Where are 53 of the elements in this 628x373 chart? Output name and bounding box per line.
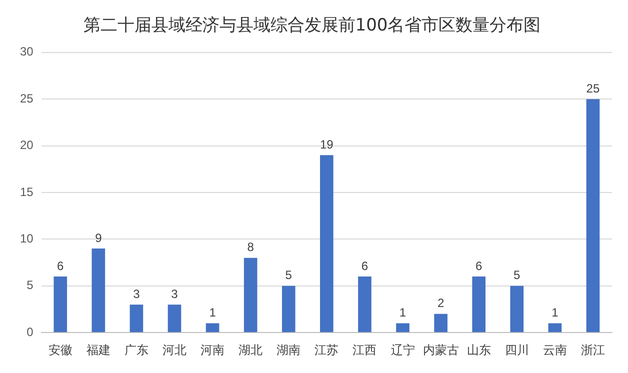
data-label: 6 bbox=[361, 258, 368, 273]
bar bbox=[168, 304, 182, 332]
bar bbox=[586, 99, 600, 332]
bar bbox=[54, 276, 68, 332]
data-label: 25 bbox=[586, 81, 600, 96]
data-label: 1 bbox=[209, 306, 216, 320]
data-label: 1 bbox=[552, 306, 559, 320]
x-tick-label: 福建 bbox=[86, 342, 110, 357]
data-label: 3 bbox=[171, 286, 178, 301]
y-tick-label: 20 bbox=[20, 138, 34, 152]
data-label: 9 bbox=[95, 230, 102, 245]
bar bbox=[396, 323, 410, 332]
x-tick-label: 辽宁 bbox=[390, 342, 415, 357]
data-label: 5 bbox=[514, 268, 521, 282]
x-tick-label: 广东 bbox=[124, 342, 148, 357]
x-tick-label: 浙江 bbox=[580, 342, 605, 357]
data-label: 5 bbox=[285, 268, 292, 282]
chart-title: 第二十届县域经济与县域综合发展前100名省市区数量分布图 bbox=[83, 16, 541, 36]
bar bbox=[92, 248, 106, 332]
x-tick-label: 安徽 bbox=[48, 342, 72, 357]
y-tick-label: 15 bbox=[20, 184, 34, 199]
data-label: 8 bbox=[247, 240, 254, 254]
data-label: 3 bbox=[133, 286, 140, 301]
data-label: 19 bbox=[320, 137, 334, 152]
x-tick-label: 江西 bbox=[352, 342, 377, 357]
x-tick-label: 湖北 bbox=[238, 342, 263, 357]
bar bbox=[472, 276, 486, 332]
y-tick-label: 30 bbox=[20, 44, 34, 59]
data-label: 6 bbox=[476, 258, 483, 273]
data-label: 6 bbox=[57, 258, 64, 273]
bar bbox=[206, 323, 220, 332]
bar bbox=[358, 276, 372, 332]
bar bbox=[130, 304, 144, 332]
x-tick-label: 湖南 bbox=[276, 342, 301, 357]
x-tick-label: 四川 bbox=[504, 342, 529, 357]
bar bbox=[320, 155, 334, 332]
bar bbox=[548, 323, 562, 332]
x-tick-label: 云南 bbox=[542, 342, 567, 357]
data-label: 1 bbox=[399, 306, 406, 320]
bar bbox=[510, 286, 524, 332]
bar bbox=[282, 286, 296, 332]
y-tick-label: 10 bbox=[20, 232, 34, 246]
x-tick-label: 河北 bbox=[162, 342, 186, 357]
x-tick-label: 河南 bbox=[200, 342, 225, 357]
y-tick-label: 0 bbox=[26, 324, 34, 339]
x-tick-label: 江苏 bbox=[314, 342, 339, 357]
x-tick-label: 山东 bbox=[466, 342, 491, 357]
y-tick-label: 25 bbox=[20, 91, 34, 106]
bar bbox=[434, 314, 448, 332]
data-label: 2 bbox=[437, 296, 444, 310]
x-tick-label: 内蒙古 bbox=[422, 342, 459, 357]
y-tick-label: 5 bbox=[26, 278, 34, 292]
bar bbox=[244, 258, 258, 332]
